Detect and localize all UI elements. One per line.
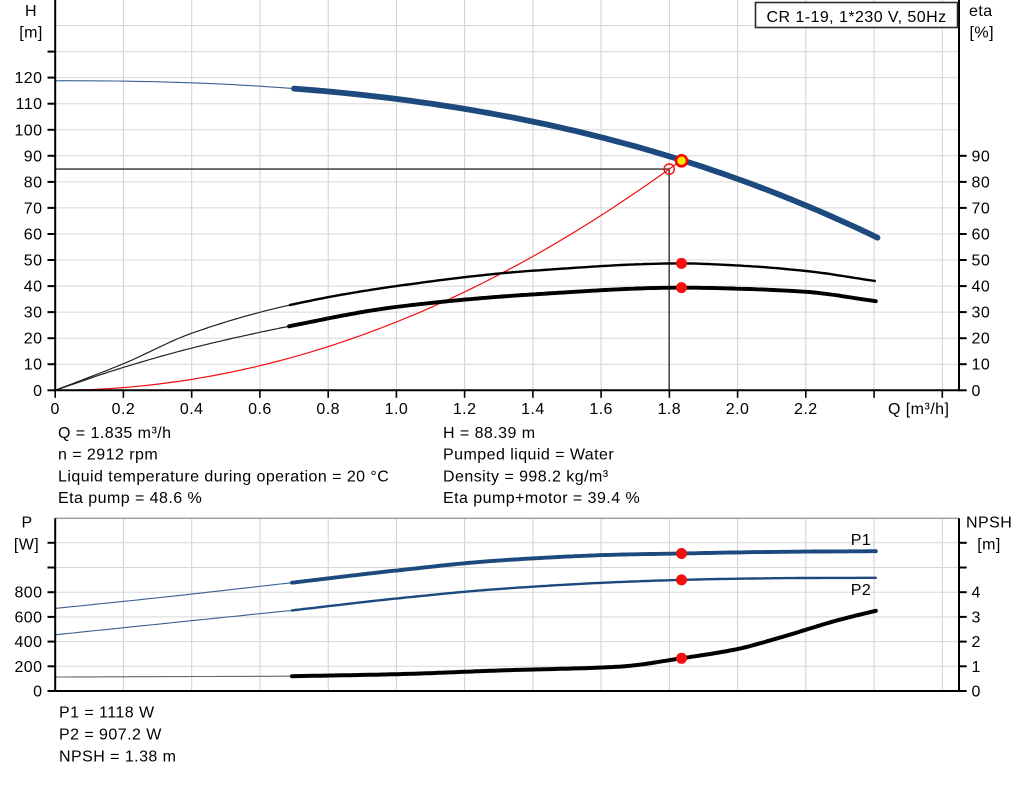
svg-text:60: 60 — [972, 226, 991, 243]
svg-text:Q = 1.835 m³/h: Q = 1.835 m³/h — [58, 425, 171, 442]
svg-text:70: 70 — [972, 200, 991, 217]
svg-text:P1: P1 — [851, 532, 871, 549]
svg-text:H = 88.39 m: H = 88.39 m — [443, 425, 536, 442]
svg-text:800: 800 — [14, 585, 42, 602]
svg-text:Liquid temperature during oper: Liquid temperature during operation = 20… — [58, 468, 389, 485]
svg-text:80: 80 — [972, 174, 991, 191]
svg-text:NPSH: NPSH — [966, 515, 1012, 532]
svg-text:30: 30 — [24, 305, 43, 322]
svg-text:0: 0 — [972, 684, 981, 701]
svg-text:1.2: 1.2 — [453, 401, 477, 418]
svg-text:0: 0 — [972, 383, 981, 400]
svg-text:20: 20 — [972, 331, 991, 348]
svg-text:1: 1 — [972, 659, 981, 676]
svg-text:1.0: 1.0 — [385, 401, 409, 418]
svg-text:90: 90 — [24, 148, 43, 165]
svg-text:60: 60 — [24, 226, 43, 243]
svg-text:0.4: 0.4 — [180, 401, 204, 418]
svg-text:100: 100 — [14, 122, 42, 139]
svg-text:20: 20 — [24, 331, 43, 348]
svg-text:0.2: 0.2 — [112, 401, 136, 418]
svg-text:P2: P2 — [851, 582, 871, 599]
svg-text:CR 1-19, 1*230 V, 50Hz: CR 1-19, 1*230 V, 50Hz — [766, 9, 946, 26]
svg-text:120: 120 — [14, 70, 42, 87]
svg-text:[m]: [m] — [19, 24, 43, 41]
svg-text:10: 10 — [972, 357, 991, 374]
svg-text:110: 110 — [16, 96, 43, 113]
svg-text:[%]: [%] — [970, 24, 994, 41]
svg-text:Pumped liquid = Water: Pumped liquid = Water — [443, 447, 614, 464]
svg-text:3: 3 — [972, 609, 981, 626]
svg-text:80: 80 — [24, 174, 43, 191]
svg-text:50: 50 — [972, 253, 991, 270]
svg-text:[W]: [W] — [14, 536, 39, 553]
svg-text:[m]: [m] — [977, 536, 1001, 553]
svg-text:P1 = 1118 W: P1 = 1118 W — [59, 704, 155, 721]
svg-text:0.8: 0.8 — [316, 401, 340, 418]
svg-text:NPSH = 1.38 m: NPSH = 1.38 m — [59, 749, 176, 766]
svg-text:Q [m³/h]: Q [m³/h] — [888, 401, 949, 418]
svg-text:Density = 998.2 kg/m³: Density = 998.2 kg/m³ — [443, 468, 609, 485]
svg-text:0: 0 — [33, 684, 42, 701]
svg-text:H: H — [25, 3, 37, 20]
svg-text:1.6: 1.6 — [589, 401, 613, 418]
svg-text:70: 70 — [24, 200, 43, 217]
svg-text:600: 600 — [14, 609, 42, 626]
svg-text:0: 0 — [33, 383, 42, 400]
svg-text:Eta pump = 48.6 %: Eta pump = 48.6 % — [58, 490, 202, 507]
svg-text:0.6: 0.6 — [248, 401, 272, 418]
svg-text:2: 2 — [972, 634, 981, 651]
svg-text:2.2: 2.2 — [794, 401, 818, 418]
svg-text:n = 2912 rpm: n = 2912 rpm — [58, 447, 158, 464]
svg-text:200: 200 — [14, 659, 42, 676]
svg-text:10: 10 — [24, 357, 43, 374]
svg-text:90: 90 — [972, 148, 991, 165]
svg-text:2.0: 2.0 — [726, 401, 750, 418]
svg-text:1.8: 1.8 — [658, 401, 682, 418]
svg-text:40: 40 — [972, 279, 991, 296]
svg-text:P: P — [21, 515, 32, 532]
svg-text:400: 400 — [14, 634, 42, 651]
svg-text:50: 50 — [24, 253, 43, 270]
svg-text:eta: eta — [969, 3, 993, 20]
svg-text:Eta pump+motor = 39.4 %: Eta pump+motor = 39.4 % — [443, 490, 640, 507]
svg-text:4: 4 — [972, 585, 981, 602]
svg-text:1.4: 1.4 — [521, 401, 545, 418]
svg-text:0: 0 — [51, 401, 60, 418]
svg-text:P2 = 907.2 W: P2 = 907.2 W — [59, 726, 162, 743]
svg-text:30: 30 — [972, 305, 991, 322]
svg-text:40: 40 — [24, 279, 43, 296]
